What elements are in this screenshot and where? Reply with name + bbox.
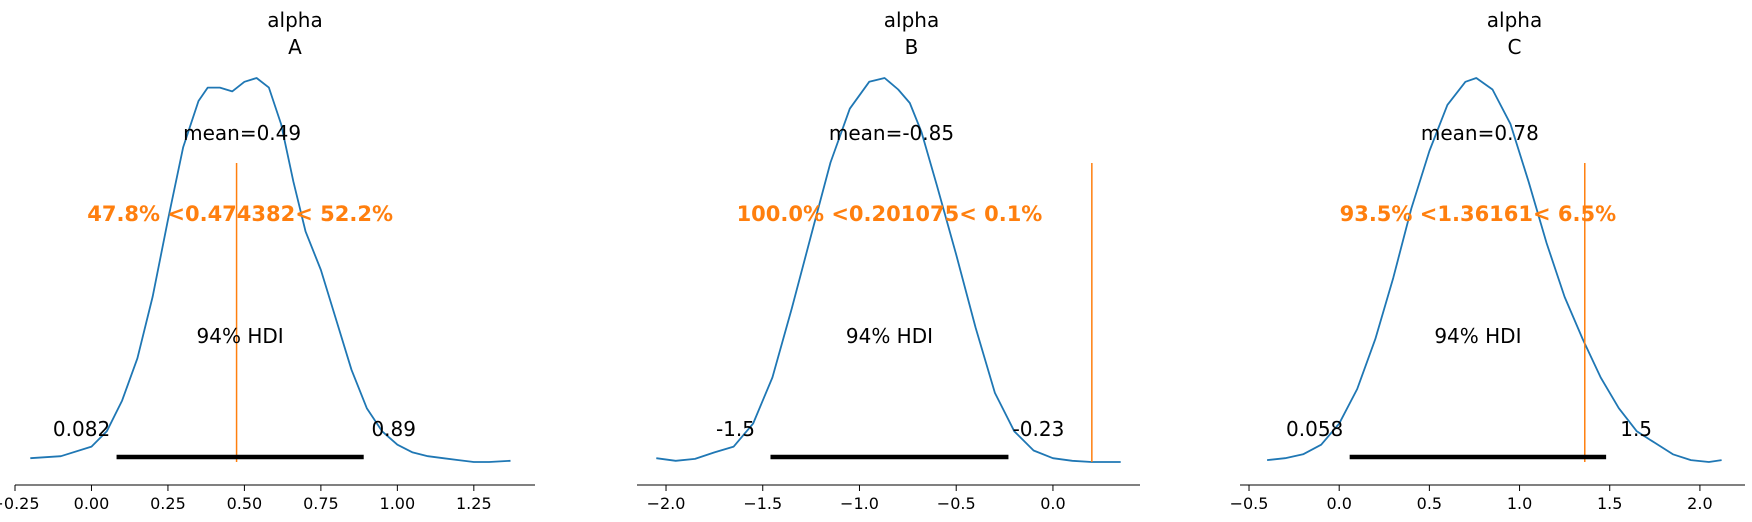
x-tick-label: −1.5 bbox=[743, 494, 782, 513]
x-tick-label: 0.0 bbox=[1040, 494, 1065, 513]
hdi-lower-label: 0.082 bbox=[53, 417, 110, 441]
reference-label: 93.5% <1.36161< 6.5% bbox=[1340, 202, 1617, 226]
x-tick-label: 1.00 bbox=[380, 494, 416, 513]
x-tick-label: 1.0 bbox=[1507, 494, 1532, 513]
x-tick-label: −0.5 bbox=[937, 494, 976, 513]
x-tick-label: −2.0 bbox=[647, 494, 686, 513]
x-tick-label: 0.25 bbox=[150, 494, 186, 513]
hdi-upper-label: -0.23 bbox=[1013, 417, 1065, 441]
reference-label: 100.0% <0.201075< 0.1% bbox=[737, 202, 1043, 226]
reference-label: 47.8% <0.474382< 52.2% bbox=[87, 202, 393, 226]
x-tick-label: 0.75 bbox=[303, 494, 339, 513]
hdi-lower-label: 0.058 bbox=[1286, 417, 1343, 441]
mean-label: mean=-0.85 bbox=[829, 121, 954, 145]
mean-label: mean=0.49 bbox=[183, 121, 301, 145]
x-tick-label: −0.5 bbox=[1230, 494, 1269, 513]
density-curve bbox=[656, 77, 1121, 463]
chart-panel: alpha C −0.5 0.0 0.5 1.0 1.5 2.0 0.058 1.5 94% HDI… bbox=[1230, 8, 1745, 513]
density-curve bbox=[1267, 77, 1722, 463]
hdi-label: 94% HDI bbox=[846, 324, 933, 348]
chart-title-line: B bbox=[905, 35, 919, 59]
chart-title-line: alpha bbox=[884, 8, 939, 32]
x-tick-label: 1.25 bbox=[456, 494, 492, 513]
chart-title-line: C bbox=[1508, 35, 1522, 59]
chart-panel: alpha B −2.0 −1.5 −1.0 −0.5 0.0 -1.5 -0.23 94% HD… bbox=[637, 8, 1140, 513]
chart-title-line: A bbox=[288, 35, 302, 59]
chart-panel: alpha A −0.25 0.00 0.25 0.50 0.75 1.00 1.25 0.082… bbox=[0, 8, 535, 513]
hdi-lower-label: -1.5 bbox=[716, 417, 755, 441]
density-curve bbox=[30, 77, 511, 463]
hdi-upper-label: 0.89 bbox=[371, 417, 416, 441]
x-tick-label: 0.0 bbox=[1326, 494, 1351, 513]
hdi-label: 94% HDI bbox=[1434, 324, 1521, 348]
hdi-label: 94% HDI bbox=[197, 324, 284, 348]
x-tick-label: −1.0 bbox=[840, 494, 879, 513]
x-tick-label: 0.50 bbox=[227, 494, 263, 513]
mean-label: mean=0.78 bbox=[1421, 121, 1539, 145]
x-tick-label: 0.00 bbox=[74, 494, 110, 513]
x-tick-label: 2.0 bbox=[1687, 494, 1712, 513]
chart-title-line: alpha bbox=[267, 8, 322, 32]
hdi-upper-label: 1.5 bbox=[1620, 417, 1652, 441]
x-tick-label: 0.5 bbox=[1417, 494, 1442, 513]
x-tick-label: 1.5 bbox=[1597, 494, 1622, 513]
x-tick-label: −0.25 bbox=[0, 494, 40, 513]
chart-title-line: alpha bbox=[1487, 8, 1542, 32]
